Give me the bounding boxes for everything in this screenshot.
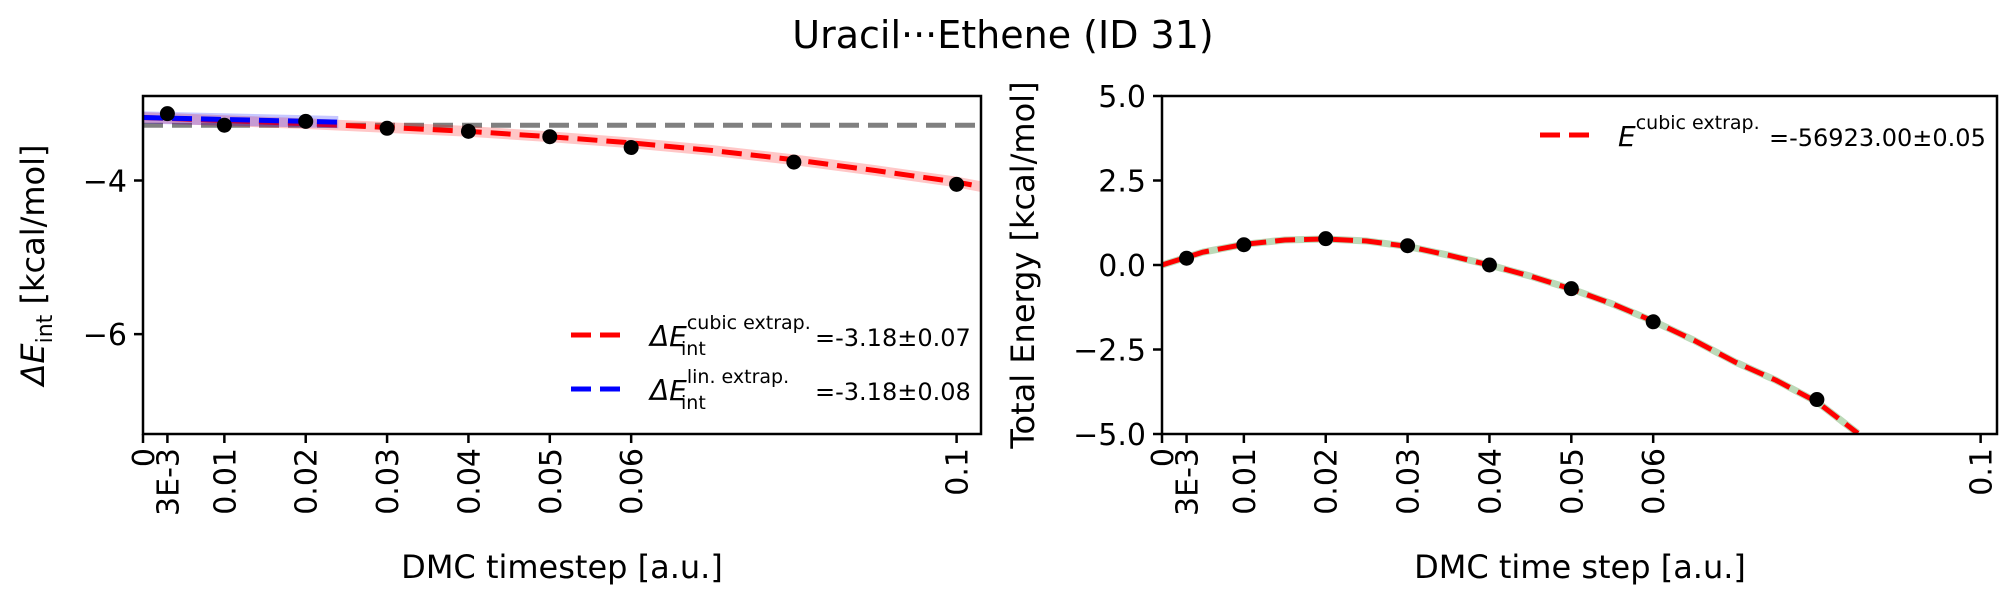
left-x-axis-label: DMC timestep [a.u.] <box>401 548 723 586</box>
right-data-point <box>1809 392 1825 408</box>
left-chart-panel: 03E-3 0.01 0.02 0.03 0.04 0.05 0.06 0.1 −4 −6 DMC… <box>14 94 983 586</box>
right-chart-panel: 03E-3 0.01 0.02 0.03 0.04 0.05 0.06 0.1 5.0 2.5 0.… <box>1004 80 2000 586</box>
left-data-point <box>298 113 314 129</box>
left-x-tick-label: 0.1 <box>941 448 976 496</box>
left-y-axis-label: ΔEint [kcal/mol] <box>14 145 58 389</box>
left-legend-value-0: =-3.18±0.07 <box>815 324 971 352</box>
right-y-tick-label: −2.5 <box>1073 334 1146 369</box>
right-x-tick-label: 0.04 <box>1473 448 1508 515</box>
right-x-tick-label: 0.01 <box>1228 448 1263 515</box>
left-plot-frame <box>141 94 983 436</box>
right-x-tick-label: 0.06 <box>1637 448 1672 515</box>
right-y-axis-label: Total Energy [kcal/mol] <box>1004 81 1042 449</box>
right-x-tick-label: 0 <box>1146 448 1181 467</box>
left-y-tick-label: −4 <box>83 165 127 200</box>
left-data-point <box>949 176 965 192</box>
left-data-point <box>623 139 639 155</box>
right-data-point <box>1645 314 1661 330</box>
left-data-point <box>786 154 802 170</box>
right-data-point <box>1563 281 1579 297</box>
right-data-point <box>1179 250 1195 266</box>
right-y-tick-label: 5.0 <box>1098 80 1146 115</box>
right-x-tick-label: 0.03 <box>1392 448 1427 515</box>
right-x-tick-label: 0.1 <box>1965 448 2000 496</box>
left-data-point <box>460 123 476 139</box>
right-y-tick-label: −5.0 <box>1073 418 1146 453</box>
left-legend-value-1: =-3.18±0.08 <box>815 378 971 406</box>
left-x-tick-label: 0 <box>127 448 162 467</box>
right-series-0-line <box>1162 236 1860 434</box>
left-x-tick-label: 0.05 <box>534 448 569 515</box>
left-data-point <box>216 117 232 133</box>
left-data-point <box>159 106 175 122</box>
left-data-point <box>379 120 395 136</box>
left-x-tick-label: 0.02 <box>290 448 325 515</box>
right-x-tick-label: 0.05 <box>1555 448 1590 515</box>
left-x-tick-label: 0.06 <box>615 448 650 515</box>
right-data-point <box>1318 231 1334 247</box>
figure-title: Uracil···Ethene (ID 31) <box>792 13 1213 57</box>
left-x-tick-label: 0.01 <box>208 448 243 515</box>
left-legend-label-1: ΔElin. extrap. int <box>648 366 789 414</box>
right-legend-value: =-56923.00±0.05 <box>1769 124 1986 152</box>
right-x-axis-label: DMC time step [a.u.] <box>1414 548 1746 586</box>
left-legend: ΔEcubic extrap. int =-3.18±0.07 ΔElin. extr… <box>571 312 971 414</box>
left-legend-label-0: ΔEcubic extrap. int <box>648 312 811 360</box>
right-data-point <box>1400 238 1416 254</box>
right-data-point <box>1481 257 1497 273</box>
right-x-tick-label: 3E-3 <box>1171 448 1206 516</box>
right-legend-label: Ecubic extrap. <box>1618 112 1760 153</box>
right-x-tick-label: 0.02 <box>1310 448 1345 515</box>
left-data-point <box>542 129 558 145</box>
right-data-point <box>1236 237 1252 253</box>
left-x-tick-label: 3E-3 <box>151 448 186 516</box>
left-y-tick-label: −6 <box>83 318 127 353</box>
left-series-0-line <box>143 115 981 190</box>
right-y-tick-label: 2.5 <box>1098 165 1146 200</box>
left-x-tick-label: 0.04 <box>452 448 487 515</box>
right-legend: Ecubic extrap. =-56923.00±0.05 <box>1540 112 1986 153</box>
right-y-tick-label: 0.0 <box>1098 249 1146 284</box>
left-x-tick-label: 0.03 <box>371 448 406 515</box>
